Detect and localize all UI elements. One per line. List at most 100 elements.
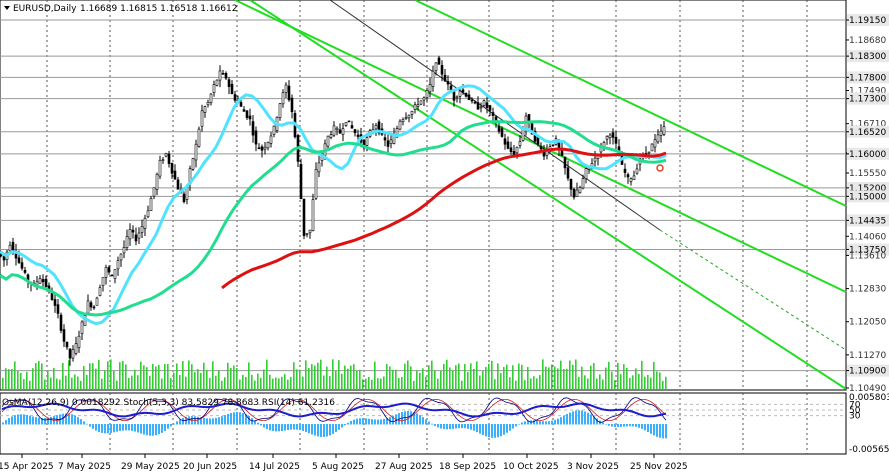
osma-bar	[77, 417, 79, 425]
volume-bar	[365, 378, 367, 389]
osma-bar	[578, 410, 580, 425]
volume-bar	[629, 378, 631, 389]
osma-bar	[608, 424, 610, 426]
osma-bar	[629, 424, 631, 427]
osma-bar	[515, 424, 517, 427]
volume-bar	[533, 376, 535, 389]
osma-bar	[2, 422, 4, 425]
candle-body	[167, 153, 171, 164]
candle-body	[515, 146, 519, 154]
osma-bar	[518, 424, 520, 425]
osma-bar	[653, 424, 655, 436]
candle-body	[575, 189, 579, 197]
price-tick-label: 1.18680	[849, 36, 886, 46]
osma-bar	[212, 418, 214, 425]
osma-bar	[26, 414, 28, 425]
volume-bar	[302, 376, 304, 389]
osma-bar	[158, 424, 160, 435]
osma-bar	[173, 423, 175, 425]
osma-bar	[572, 411, 574, 425]
volume-bar	[491, 360, 493, 389]
volume-bar	[611, 371, 613, 389]
indicator-tick-label: 70	[849, 400, 861, 410]
volume-bar	[356, 370, 358, 389]
candle-body	[23, 269, 27, 273]
candle-body	[101, 277, 105, 287]
osma-bar	[29, 415, 31, 425]
candle-body	[332, 125, 336, 136]
volume-bar	[56, 378, 58, 389]
volume-bar	[539, 375, 541, 389]
volume-bar	[650, 377, 652, 389]
volume-bar	[422, 368, 424, 389]
osma-bar	[584, 411, 586, 425]
osma-bar	[311, 424, 313, 435]
osma-bar	[434, 424, 436, 426]
volume-bar	[272, 378, 274, 389]
volume-bar	[44, 379, 46, 389]
candle-body	[422, 97, 426, 101]
candle-body	[398, 120, 402, 130]
osma-bar	[215, 417, 217, 425]
osma-bar	[239, 412, 241, 425]
candle-body	[290, 97, 294, 113]
osma-bar	[431, 423, 433, 425]
candle-body	[479, 106, 483, 109]
osma-bar	[296, 424, 298, 430]
osma-bar	[200, 417, 202, 425]
candle-body	[485, 102, 489, 108]
osma-bar	[473, 424, 475, 431]
volume-bar	[62, 362, 64, 389]
candle-body	[80, 321, 84, 334]
volume-bar	[305, 360, 307, 389]
volume-bar	[479, 375, 481, 389]
candle-body	[335, 127, 339, 130]
osma-bar	[596, 418, 598, 425]
osma-bar	[230, 413, 232, 425]
time-tick-label: 7 May 2025	[58, 462, 111, 472]
volume-bar	[464, 364, 466, 389]
time-axis: 15 Apr 2025 7 May 2025 29 May 2025 20 Jun 2…	[0, 454, 688, 472]
osma-bar	[368, 418, 370, 425]
osma-bar	[377, 419, 379, 425]
candle-body	[521, 129, 525, 141]
channel-middle-line	[414, 0, 847, 207]
osma-bar	[425, 419, 427, 425]
volume-bar	[104, 370, 106, 389]
osma-bar	[242, 413, 244, 425]
volume-bar	[350, 365, 352, 389]
osma-bar	[140, 424, 142, 434]
volume-bar	[182, 361, 184, 389]
candle-body	[452, 90, 456, 101]
candle-body	[74, 343, 78, 354]
candle-body	[305, 233, 309, 235]
volume-bar	[572, 364, 574, 389]
volume-bar	[2, 377, 4, 389]
price-tick-label: 1.15200	[849, 184, 886, 194]
osma-bar	[476, 424, 478, 433]
volume-bars	[2, 359, 667, 389]
volume-bar	[614, 380, 616, 389]
volume-bar	[254, 380, 256, 389]
candle-body	[470, 99, 474, 102]
osma-bar	[533, 420, 535, 425]
osma-bar	[635, 424, 637, 427]
candle-body	[113, 269, 117, 279]
osma-bar	[428, 421, 430, 425]
level-tag-bg	[847, 364, 889, 377]
osma-bar	[506, 424, 508, 433]
volume-bar	[494, 379, 496, 389]
vertical-grid	[46, 0, 808, 454]
price-tick-label: 1.10900	[849, 367, 886, 377]
osma-bar	[95, 424, 97, 431]
volume-bar	[362, 379, 364, 389]
osma-bar	[125, 424, 127, 431]
osma-bar	[575, 410, 577, 425]
volume-bar	[386, 364, 388, 389]
osma-bar	[539, 420, 541, 425]
osma-bar	[14, 415, 16, 425]
candle-body	[65, 341, 69, 348]
volume-bar	[569, 360, 571, 389]
volume-bar	[125, 364, 127, 389]
